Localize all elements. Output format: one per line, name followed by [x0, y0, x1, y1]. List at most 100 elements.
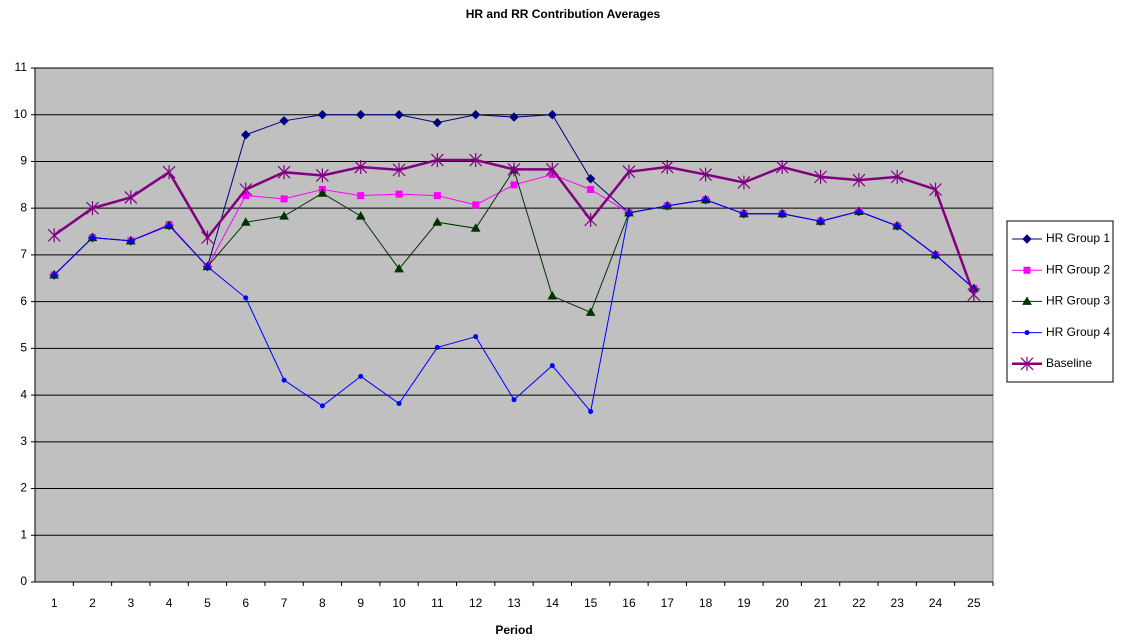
x-tick-label: 6 [242, 596, 249, 610]
marker [162, 165, 176, 180]
x-tick-label: 7 [281, 596, 288, 610]
marker [585, 307, 596, 316]
marker [775, 160, 789, 175]
marker [547, 110, 558, 120]
marker [430, 153, 444, 168]
x-tick-label: 18 [699, 596, 713, 610]
marker [434, 344, 440, 350]
marker [587, 185, 595, 193]
marker [856, 208, 862, 214]
marker [469, 153, 483, 168]
marker [86, 201, 99, 216]
x-tick-label: 13 [507, 596, 521, 610]
x-tick-label: 3 [127, 596, 134, 610]
marker [545, 162, 559, 177]
marker [890, 169, 904, 184]
marker [396, 401, 402, 406]
marker [585, 174, 596, 184]
x-tick-label: 4 [166, 596, 173, 610]
x-tick-label: 22 [852, 596, 866, 610]
y-tick-label: 7 [20, 247, 27, 261]
marker [741, 211, 747, 217]
marker [779, 211, 785, 217]
marker [394, 263, 404, 273]
x-tick-label: 2 [89, 596, 96, 610]
marker [507, 162, 521, 177]
y-tick-label: 1 [20, 527, 27, 541]
marker [588, 408, 594, 414]
y-tick-label: 8 [20, 200, 27, 214]
x-tick-label: 24 [929, 596, 943, 610]
marker [432, 117, 443, 128]
marker [356, 110, 366, 120]
marker [317, 110, 328, 120]
x-tick-label: 16 [622, 596, 636, 610]
marker [358, 373, 364, 379]
y-tick-label: 10 [14, 107, 28, 121]
x-tick-label: 20 [776, 596, 790, 610]
marker [622, 164, 636, 179]
legend-label: HR Group 1 [1046, 231, 1110, 245]
marker [201, 230, 214, 245]
y-tick-label: 4 [20, 387, 27, 401]
x-tick-label: 19 [737, 596, 751, 610]
marker [239, 182, 253, 197]
x-tick-label: 10 [392, 596, 406, 610]
marker [929, 182, 942, 197]
marker [47, 228, 61, 243]
marker [510, 181, 518, 189]
marker [509, 112, 519, 122]
marker [124, 190, 138, 205]
marker [281, 377, 287, 383]
x-tick-label: 11 [431, 596, 444, 610]
legend-label: Baseline [1046, 356, 1092, 370]
x-tick-label: 1 [51, 596, 58, 610]
marker [814, 169, 827, 184]
x-tick-label: 9 [357, 596, 364, 610]
marker [703, 197, 709, 203]
marker [699, 167, 713, 182]
x-tick-label: 5 [204, 596, 211, 610]
marker [279, 116, 289, 126]
marker [392, 162, 406, 177]
y-tick-label: 2 [20, 481, 27, 495]
legend-label: HR Group 3 [1046, 294, 1110, 308]
y-tick-label: 11 [15, 60, 28, 74]
plot-area [34, 67, 994, 583]
marker [584, 212, 598, 227]
legend-label: HR Group 2 [1046, 262, 1110, 276]
marker [433, 192, 441, 200]
y-tick-label: 9 [20, 154, 27, 168]
legend-marker [1024, 330, 1030, 336]
marker [317, 188, 328, 197]
marker [547, 291, 558, 300]
x-tick-label: 15 [584, 596, 598, 610]
marker [549, 363, 555, 369]
marker [243, 295, 249, 301]
marker [664, 203, 670, 209]
x-axis-label: Period [495, 623, 532, 637]
legend-marker [1023, 266, 1031, 274]
marker [894, 223, 900, 229]
marker [355, 211, 366, 220]
marker [357, 192, 365, 200]
marker [128, 238, 134, 244]
marker [967, 287, 981, 302]
marker [279, 211, 289, 220]
marker [432, 217, 443, 226]
marker [241, 130, 251, 140]
marker [315, 168, 329, 183]
marker [166, 222, 172, 228]
x-tick-label: 8 [319, 596, 326, 610]
marker [818, 218, 824, 224]
marker [89, 235, 95, 241]
x-tick-label: 23 [891, 596, 905, 610]
marker [394, 110, 404, 120]
marker [395, 190, 403, 198]
y-tick-label: 5 [20, 341, 27, 355]
marker [737, 175, 751, 190]
x-tick-label: 17 [661, 596, 675, 610]
y-tick-label: 0 [20, 574, 27, 588]
marker [852, 173, 866, 188]
